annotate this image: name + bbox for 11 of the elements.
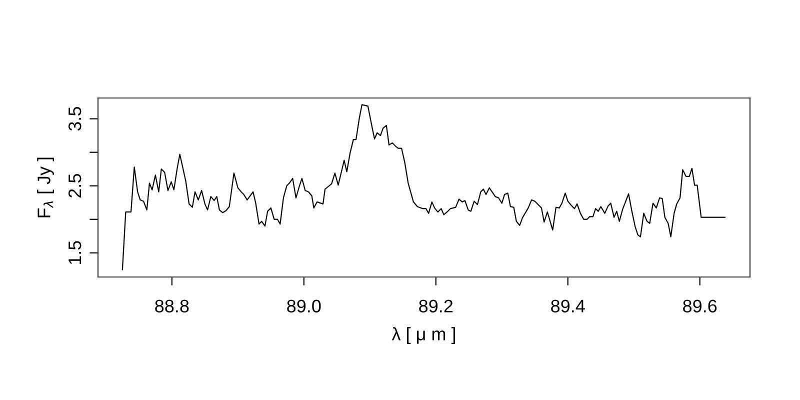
line-series <box>122 104 726 270</box>
y-axis-title: F$_{λ}$ [ Jy ] <box>37 158 54 218</box>
x-axis-title: λ [ μ m ] <box>392 327 455 344</box>
x-tick-label: 89.0 <box>287 300 321 312</box>
y-tick-label: 3.5 <box>68 106 82 131</box>
y-tick-label: 1.5 <box>68 241 82 264</box>
x-tick-label: 89.4 <box>551 300 585 312</box>
x-tick-label: 89.6 <box>683 300 717 312</box>
x-tick-label: 88.8 <box>155 300 189 312</box>
y-tick-label: 2.5 <box>68 174 82 198</box>
x-tick-label: 89.2 <box>419 300 453 312</box>
